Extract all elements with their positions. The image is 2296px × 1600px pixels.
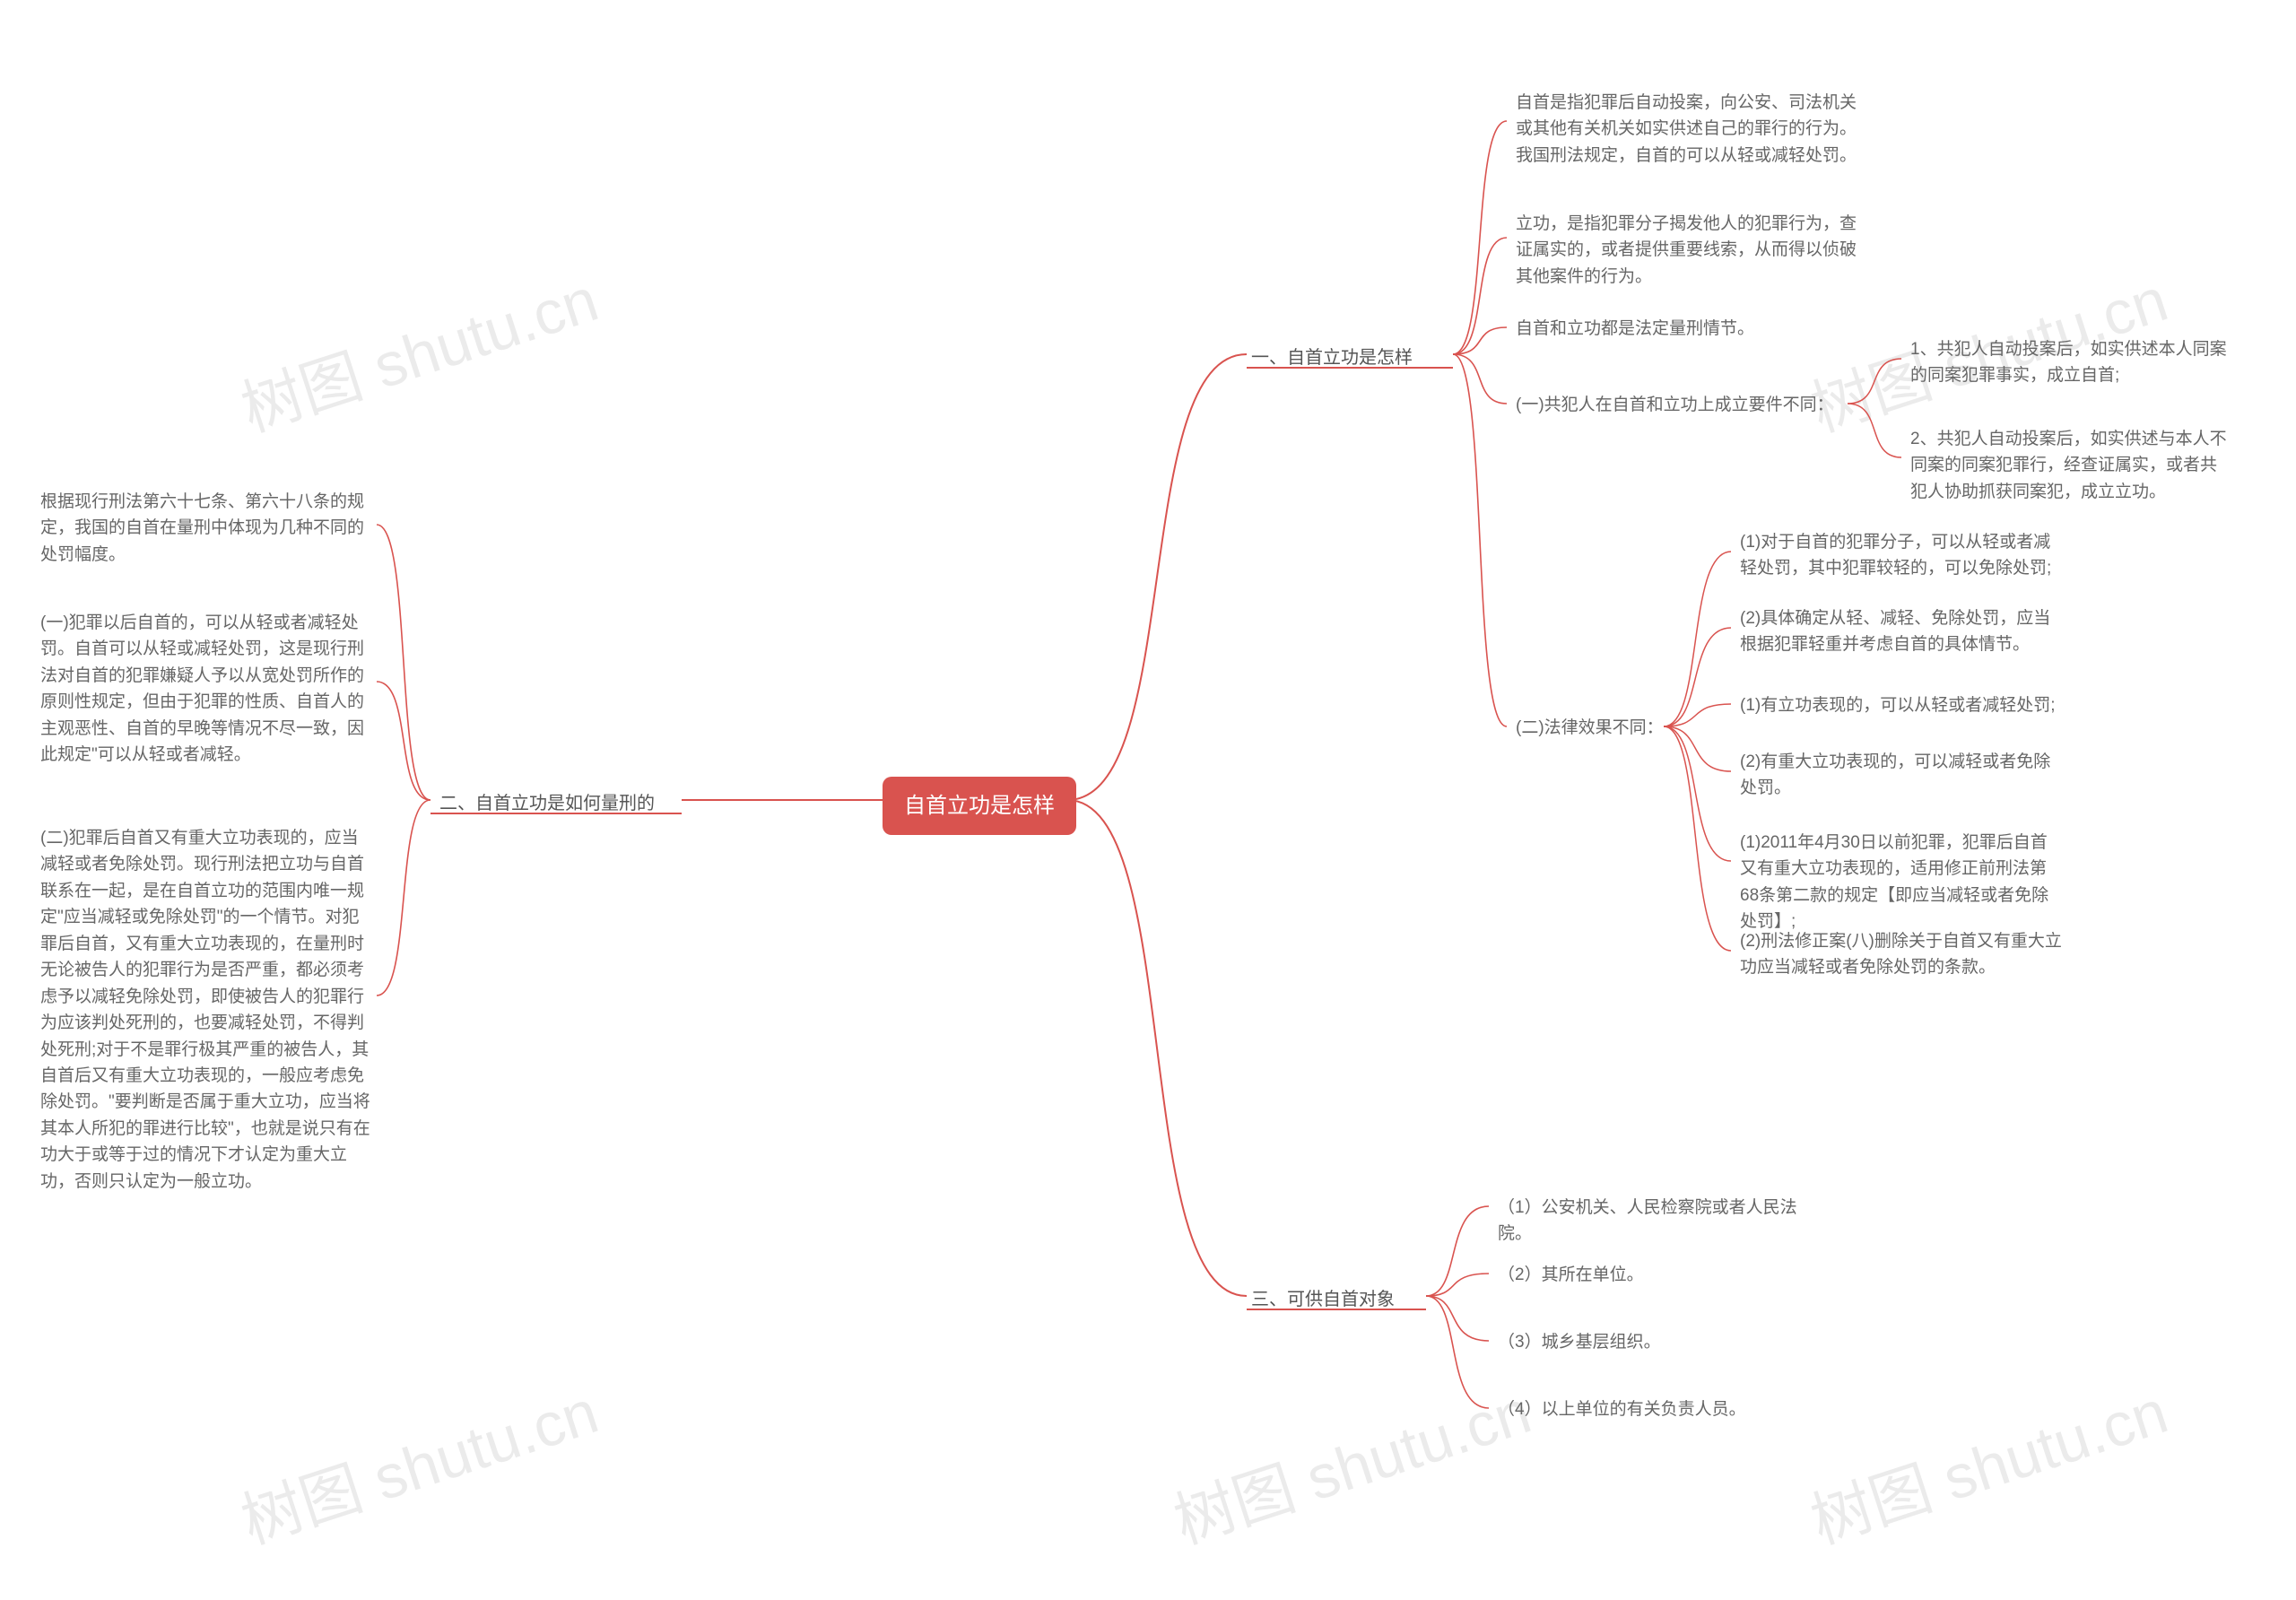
watermark: 树图 shutu.cn [1161,1362,1540,1561]
b3-leaf-2: （2）其所在单位。 [1498,1262,1644,1288]
branch-2[interactable]: 二、自首立功是如何量刑的 [439,785,655,823]
b1-c5-g2: (2)具体确定从轻、减轻、免除处罚，应当根据犯罪轻重并考虑自首的具体情节。 [1740,605,2063,658]
watermark: 树图 shutu.cn [1798,1362,2177,1561]
b1-sub-2[interactable]: (二)法律效果不同： [1516,715,1664,741]
b1-leaf-1: 自首是指犯罪后自动投案，向公安、司法机关或其他有关机关如实供述自己的罪行的行为。… [1516,90,1857,169]
b2-leaf-1: 根据现行刑法第六十七条、第六十八条的规定，我国的自首在量刑中体现为几种不同的处罚… [40,489,372,568]
b1-c5-g3: (1)有立功表现的，可以从轻或者减轻处罚; [1740,692,2056,718]
b1-c5-g6: (2)刑法修正案(八)删除关于自首又有重大立功应当减轻或者免除处罚的条款。 [1740,928,2063,981]
branch-1[interactable]: 一、自首立功是怎样 [1251,339,1413,378]
b1-leaf-3: 自首和立功都是法定量刑情节。 [1516,316,1754,342]
b3-leaf-3: （3）城乡基层组织。 [1498,1329,1661,1355]
b3-leaf-1: （1）公安机关、人民检察院或者人民法院。 [1498,1195,1821,1248]
b1-leaf-2: 立功，是指犯罪分子揭发他人的犯罪行为，查证属实的，或者提供重要线索，从而得以侦破… [1516,211,1857,290]
watermark: 树图 shutu.cn [229,1362,607,1561]
root-node[interactable]: 自首立功是怎样 [883,777,1076,835]
branch-3[interactable]: 三、可供自首对象 [1251,1281,1395,1319]
b1-c4-g2: 2、共犯人自动投案后，如实供述与本人不同案的同案犯罪行，经查证属实，或者共犯人协… [1910,426,2233,505]
mindmap-canvas: 树图 shutu.cn 树图 shutu.cn 树图 shutu.cn 树图 s… [0,0,2296,1600]
b2-leaf-2: (一)犯罪以后自首的，可以从轻或者减轻处罚。自首可以从轻或减轻处罚，这是现行刑法… [40,610,372,769]
b1-c5-g4: (2)有重大立功表现的，可以减轻或者免除处罚。 [1740,749,2063,802]
b1-sub-1[interactable]: (一)共犯人在自首和立功上成立要件不同： [1516,392,1834,418]
b1-c5-g1: (1)对于自首的犯罪分子，可以从轻或者减轻处罚，其中犯罪较轻的，可以免除处罚; [1740,529,2063,582]
watermark: 树图 shutu.cn [229,250,607,448]
b1-c5-g5: (1)2011年4月30日以前犯罪，犯罪后自首又有重大立功表现的，适用修正前刑法… [1740,830,2063,935]
b3-leaf-4: （4）以上单位的有关负责人员。 [1498,1396,1746,1422]
b1-c4-g1: 1、共犯人自动投案后，如实供述本人同案的同案犯罪事实，成立自首; [1910,336,2233,389]
b2-leaf-3: (二)犯罪后自首又有重大立功表现的，应当减轻或者免除处罚。现行刑法把立功与自首联… [40,825,372,1195]
